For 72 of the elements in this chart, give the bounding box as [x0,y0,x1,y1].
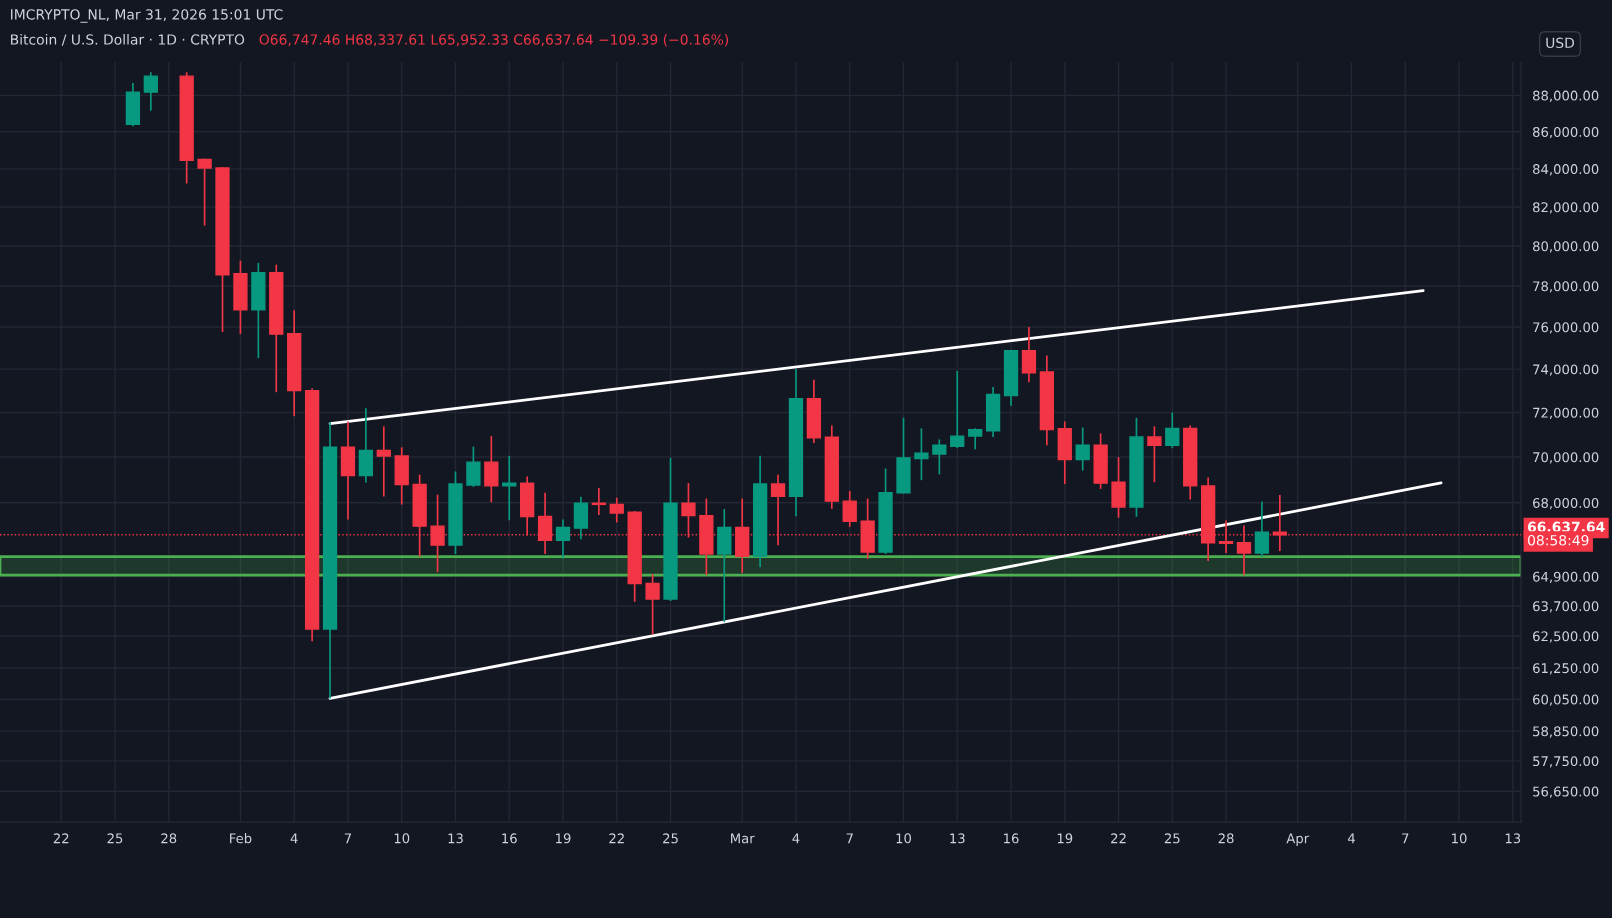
text: 08:58:49 [1528,534,1589,546]
x-tick-label: 7 [344,833,352,844]
x-tick-label: 10 [394,833,410,844]
x-tick-label: 13 [448,833,463,844]
x-tick-label: 13 [950,833,965,844]
y-tick-label: 56,650.00 [1533,786,1599,798]
candlestick [143,71,158,112]
y-axis-title: USD [1546,37,1575,49]
chart-subtitle: O66,747.46 H68,337.61 L65,952.33 C66,637.64 −109.39 (−0.16%) [259,34,729,47]
x-tick-label: Apr [1286,833,1310,846]
y-tick-label: 88,000.00 [1533,90,1599,102]
candlestick [914,427,929,481]
candlestick [1218,519,1234,554]
x-tick-label: 22 [609,833,624,844]
x-tick-label: 13 [1505,833,1521,844]
y-tick-label: 78,000.00 [1533,281,1599,293]
candlestick [1021,326,1037,384]
candlestick [950,370,965,450]
x-tick-label: 16 [502,833,517,844]
x-tick-label: 19 [1057,833,1073,844]
y-tick-label: 74,000.00 [1533,364,1599,376]
x-tick-label: 7 [1402,833,1409,844]
x-tick-label: 22 [53,833,69,844]
y-tick-label: 82,000.00 [1533,202,1599,214]
y-tick-label: 86,000.00 [1533,126,1599,139]
y-tick-label: 70,000.00 [1533,452,1599,464]
y-tick-label: 80,000.00 [1533,241,1599,253]
chart-title: Bitcoin / U.S. Dollar · 1D · CRYPTO [11,34,245,46]
text: IMCRYPTO_NL, Mar 31, 2026 15:01 UTC [11,9,283,23]
y-tick-label: 63,700.00 [1533,601,1599,613]
y-tick-label: 64,900.00 [1533,571,1599,584]
y-tick-label: 76,000.00 [1533,322,1599,334]
x-tick-label: 28 [1218,833,1234,844]
x-tick-label: 7 [846,833,853,844]
x-tick-label: 25 [663,833,678,844]
candlestick [645,573,660,636]
y-tick-label: 84,000.00 [1533,164,1599,176]
candlestick [502,455,517,522]
candlestick [484,435,499,504]
y-tick-label: 57,750.00 [1533,756,1599,768]
candlestick [842,490,857,528]
y-tick-label: 62,500.00 [1533,631,1599,643]
candlestick [932,438,947,476]
x-tick-label: 4 [290,833,298,844]
x-tick-label: 22 [1111,833,1126,844]
x-tick-label: 16 [1004,833,1019,844]
candlestick [968,427,983,451]
y-tick-label: 72,000.00 [1533,407,1599,420]
y-tick-label: 60,050.00 [1533,694,1599,706]
x-tick-label: 10 [896,833,912,844]
x-tick-label: 25 [107,833,123,844]
x-tick-label: 25 [1164,833,1180,844]
x-tick-label: 4 [1347,833,1355,844]
candlestick [1075,426,1090,472]
candlestick [376,425,391,498]
x-tick-label: 19 [556,833,571,844]
candlestick [1147,425,1162,484]
y-tick-label: 68,000.00 [1533,497,1599,510]
y-tick-label: 58,850.00 [1533,726,1599,738]
x-tick-label: Feb [230,833,252,844]
candlestick [609,496,624,524]
candlestick [555,518,571,560]
candlestick [197,157,212,227]
candlestick [1254,500,1270,558]
x-tick-label: 28 [161,833,177,844]
x-tick-label: 4 [792,833,800,844]
candlestick [1165,411,1180,450]
candlestick [466,445,481,488]
x-tick-label: 10 [1452,833,1467,844]
y-tick-label: 61,250.00 [1533,663,1599,675]
ref-line-label: 66,637.64 [1527,521,1605,534]
x-tick-label: Mar [731,833,755,844]
